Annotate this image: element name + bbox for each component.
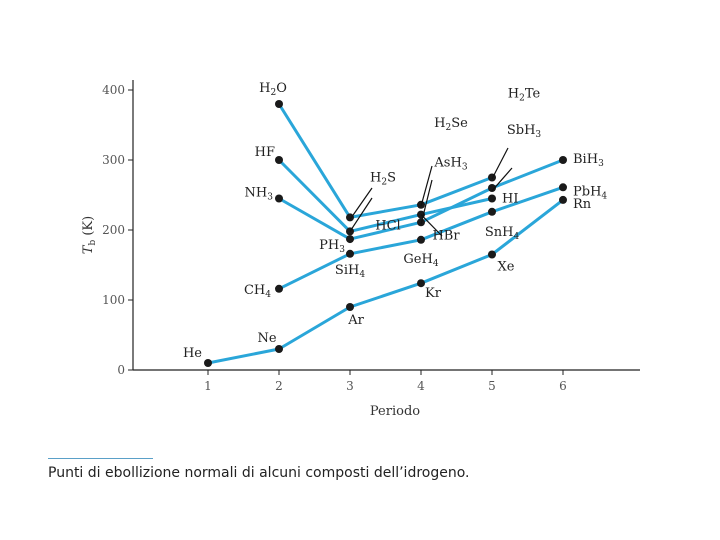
point-label: H2S	[370, 170, 396, 187]
point-label: HBr	[432, 229, 460, 244]
data-point	[488, 250, 496, 259]
point-label: HCl	[375, 218, 400, 233]
point-label: HF	[255, 145, 275, 160]
series-line-4	[207, 198, 564, 365]
data-point	[275, 194, 283, 203]
leader-line	[491, 167, 513, 192]
data-point	[559, 156, 567, 164]
point-label: SiH4	[335, 263, 365, 280]
data-point	[204, 359, 212, 367]
label-leaders	[349, 147, 513, 237]
x-axis-title: Periodo	[370, 404, 420, 419]
data-point	[417, 279, 425, 288]
point-label: Ne	[257, 331, 276, 346]
data-point	[275, 345, 283, 353]
data-point	[275, 284, 283, 293]
point-label: H2Se	[434, 116, 468, 133]
data-point	[275, 156, 283, 164]
y-tick-label: 200	[102, 223, 125, 237]
point-label: AsH3	[433, 155, 467, 172]
data-point	[559, 183, 567, 192]
x-tick-label: 1	[204, 379, 212, 393]
leader-line	[491, 147, 509, 180]
point-label: PH3	[319, 238, 345, 255]
point-label: H2Te	[508, 87, 541, 104]
data-point	[488, 207, 496, 216]
data-point	[488, 184, 496, 192]
point-label: Ar	[347, 313, 364, 328]
x-tick-label: 5	[488, 379, 496, 393]
point-label: NH3	[245, 186, 274, 203]
point-label: Kr	[425, 286, 442, 301]
leader-line	[349, 187, 373, 220]
data-point	[346, 303, 354, 311]
point-label: SnH4	[485, 225, 520, 242]
x-tick-label: 6	[559, 379, 567, 393]
series-line-2	[277, 103, 493, 219]
point-label: Rn	[573, 197, 592, 212]
data-point	[275, 100, 283, 108]
point-label: BiH3	[573, 152, 604, 169]
x-tick-label: 3	[346, 379, 354, 393]
leader-line	[349, 197, 373, 232]
point-label: Xe	[498, 260, 515, 275]
y-tick-label: 300	[102, 153, 125, 167]
x-tick-label: 4	[417, 379, 425, 393]
data-point	[346, 249, 354, 258]
point-label: SbH3	[507, 123, 542, 140]
figure-caption: Punti di ebollizione normali di alcuni c…	[48, 465, 470, 481]
series-line-3	[277, 158, 493, 233]
leader-line	[420, 214, 443, 237]
point-label: PbH4	[573, 184, 607, 201]
leader-line	[420, 165, 433, 207]
data-point	[346, 235, 354, 244]
data-point	[417, 235, 425, 244]
point-label: CH4	[244, 283, 271, 300]
boiling-point-chart: 0 100 200 300 400 1 2 3 4 5 6 Periodo Tb (K) CH4 SiH4…	[81, 80, 640, 419]
data-point	[488, 194, 496, 203]
point-labels: CH4 SiH4 GeH4 SnH4 PbH4 NH3 PH3 AsH3 SbH3 BiH3 H2O…	[183, 81, 607, 361]
axes: 0 100 200 300 400 1 2 3 4 5 6 Periodo Tb (K)	[81, 80, 640, 419]
y-tick-label: 0	[117, 363, 125, 377]
y-tick-label: 400	[102, 83, 125, 97]
point-label: GeH4	[403, 252, 438, 269]
point-label: HI	[502, 192, 518, 207]
data-point	[346, 213, 354, 222]
x-tick-label: 2	[275, 379, 283, 393]
y-tick-label: 100	[102, 293, 125, 307]
point-label: He	[183, 346, 202, 361]
data-point	[559, 195, 567, 204]
point-label: H2O	[259, 81, 287, 98]
caption-rule	[48, 458, 153, 459]
y-axis-title: Tb (K)	[81, 216, 98, 254]
